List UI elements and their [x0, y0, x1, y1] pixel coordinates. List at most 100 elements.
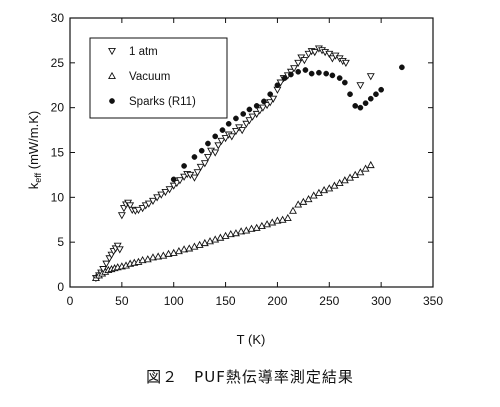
data-point-series-0 [138, 205, 147, 213]
data-point-series-0 [252, 110, 261, 119]
data-point-series-2 [225, 120, 232, 127]
y-axis-label-main: k [26, 182, 41, 189]
data-point-series-0 [242, 120, 251, 128]
data-point-series-0 [169, 182, 178, 190]
data-point-series-0 [149, 197, 157, 206]
data-point-series-1 [237, 227, 246, 235]
data-point-series-0 [115, 246, 124, 254]
data-point-series-2 [181, 163, 187, 169]
data-point-series-2 [378, 86, 384, 93]
legend-label-vacuum: Vacuum [129, 71, 170, 83]
legend-marker-2 [109, 98, 115, 104]
data-point-series-0 [310, 49, 319, 57]
data-point-series-0 [217, 137, 226, 145]
x-tick-label: 200 [267, 294, 287, 308]
data-point-series-0 [294, 59, 303, 67]
y-tick-label: 0 [57, 280, 64, 294]
data-point-series-2 [316, 69, 322, 76]
data-point-series-2 [198, 147, 205, 154]
data-point-series-1 [273, 216, 282, 224]
data-point-series-2 [205, 140, 211, 147]
data-point-series-0 [193, 169, 202, 177]
data-point-series-2 [295, 68, 302, 75]
y-tick-label: 30 [51, 11, 65, 25]
y-tick-label: 10 [51, 190, 65, 204]
data-point-series-2 [281, 75, 288, 81]
data-point-series-0 [211, 149, 220, 157]
data-point-series-1 [247, 224, 256, 232]
legend-label-sparks: Sparks (R11) [129, 96, 196, 108]
data-point-series-0 [266, 99, 275, 107]
y-axis-label-unit: (mW/m.K) [26, 111, 41, 173]
data-point-series-2 [212, 133, 219, 140]
data-point-series-2 [302, 67, 309, 73]
data-point-series-0 [231, 127, 240, 136]
data-point-series-0 [134, 206, 143, 215]
data-points [91, 45, 405, 283]
data-point-series-0 [102, 260, 111, 268]
data-point-series-2 [373, 91, 379, 98]
data-point-series-0 [263, 101, 272, 110]
y-tick-label: 20 [51, 101, 65, 115]
data-point-series-0 [144, 200, 153, 208]
data-point-series-0 [258, 104, 267, 112]
legend-label-1atm: 1 atm [129, 46, 158, 58]
data-point-series-2 [362, 100, 369, 107]
data-point-series-0 [196, 163, 205, 171]
legend-markers [108, 47, 116, 104]
data-point-series-0 [117, 212, 126, 220]
y-tick-label: 15 [51, 146, 65, 160]
data-point-series-0 [172, 179, 181, 188]
data-point-series-2 [308, 70, 315, 77]
data-point-series-2 [341, 79, 348, 86]
data-point-series-0 [300, 57, 309, 65]
data-point-series-0 [161, 188, 170, 197]
data-point-series-2 [399, 64, 405, 71]
data-point-series-2 [233, 115, 239, 122]
data-point-series-1 [149, 253, 157, 261]
legend: 1 atm Vacuum Sparks (R11) [89, 37, 228, 119]
legend-marker-1 [108, 71, 116, 80]
x-tick-label: 300 [371, 294, 391, 308]
data-point-series-1 [289, 206, 297, 214]
data-point-series-1 [361, 164, 370, 172]
data-point-series-0 [248, 113, 257, 121]
data-point-series-2 [352, 103, 359, 109]
data-point-series-0 [165, 186, 174, 194]
data-point-series-0 [180, 173, 189, 181]
data-point-series-2 [288, 71, 294, 78]
data-point-series-0 [255, 107, 264, 115]
data-point-series-0 [175, 177, 184, 185]
data-point-series-0 [245, 117, 254, 125]
x-axis-label: T (K) [237, 332, 266, 347]
data-point-series-2 [323, 70, 330, 77]
x-tick-label: 150 [216, 294, 236, 308]
data-point-series-2 [329, 72, 336, 79]
data-point-series-2 [336, 75, 343, 81]
data-point-series-0 [328, 55, 337, 63]
x-tick-label: 100 [164, 294, 184, 308]
data-point-series-0 [290, 65, 298, 73]
data-point-series-2 [253, 103, 260, 109]
data-point-series-0 [214, 142, 223, 150]
axis-ticks [69, 17, 434, 288]
data-point-series-0 [126, 202, 135, 210]
data-point-series-1 [164, 249, 173, 257]
data-point-series-0 [238, 127, 247, 135]
data-point-series-0 [203, 153, 212, 162]
data-point-series-2 [357, 104, 364, 111]
data-point-series-2 [246, 106, 253, 113]
data-point-series-2 [170, 176, 177, 183]
data-point-series-0 [190, 174, 199, 182]
y-tick-label: 5 [57, 235, 64, 249]
data-point-series-2 [240, 111, 247, 117]
data-point-series-2 [274, 82, 281, 89]
data-point-series-2 [191, 154, 198, 160]
data-point-series-0 [356, 82, 365, 90]
data-point-series-1 [356, 168, 365, 176]
data-point-series-1 [283, 213, 292, 221]
data-point-series-0 [366, 73, 375, 81]
data-point-series-2 [219, 127, 226, 133]
y-axis-label-sub: eff [33, 172, 43, 182]
